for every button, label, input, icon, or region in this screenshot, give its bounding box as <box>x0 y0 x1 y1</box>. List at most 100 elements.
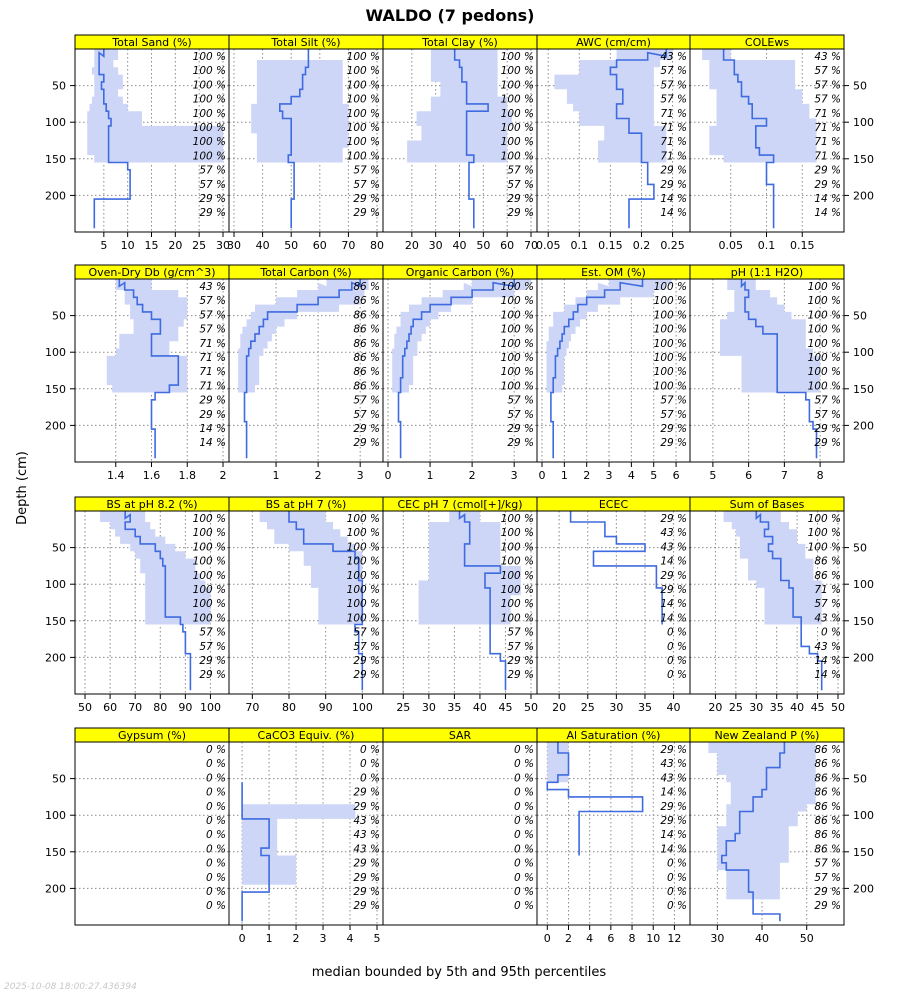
contributing-fraction-label: 14 % <box>660 829 687 841</box>
contributing-fraction-label: 100 % <box>193 136 226 148</box>
contributing-fraction-label: 100 % <box>347 94 380 106</box>
contributing-fraction-label: 100 % <box>193 79 226 91</box>
contributing-fraction-label: 43 % <box>814 612 841 624</box>
contributing-fraction-label: 29 % <box>814 179 841 191</box>
x-tick-label: 0.1 <box>571 239 589 252</box>
contributing-fraction-label: 0 % <box>206 858 226 870</box>
panel-title: Gypsum (%) <box>118 729 186 742</box>
x-tick-label: 45 <box>811 701 825 714</box>
contributing-fraction-label: 86 % <box>814 829 841 841</box>
contributing-fraction-label: 100 % <box>501 122 534 134</box>
contributing-fraction-label: 100 % <box>193 65 226 77</box>
contributing-fraction-label: 29 % <box>199 409 226 421</box>
y-tick-label: 50 <box>853 80 867 93</box>
contributing-fraction-label: 100 % <box>501 94 534 106</box>
contributing-fraction-label: 29 % <box>507 669 534 681</box>
contributing-fraction-label: 100 % <box>808 281 841 293</box>
contributing-fraction-label: 57 % <box>353 627 380 639</box>
contributing-fraction-label: 0 % <box>514 744 534 756</box>
contributing-fraction-label: 57 % <box>507 409 534 421</box>
percentile-band <box>702 49 817 163</box>
x-tick-label: 5 <box>100 239 107 252</box>
x-tick-label: 3 <box>320 932 327 945</box>
contributing-fraction-label: 57 % <box>353 409 380 421</box>
panel: Gypsum (%) 0 % 0 % 0 % 0 % 0 % 0 % 0 % 0 % 0 % 0 %… <box>45 727 230 926</box>
x-tick-label: 0 <box>544 932 551 945</box>
contributing-fraction-label: 71 % <box>814 150 841 162</box>
percentile-band <box>723 511 822 625</box>
x-tick-label: 40 <box>755 932 769 945</box>
contributing-fraction-label: 100 % <box>347 65 380 77</box>
contributing-fraction-label: 0 % <box>667 886 687 898</box>
chart-title: WALDO (7 pedons) <box>366 6 535 25</box>
contributing-fraction-label: 100 % <box>808 352 841 364</box>
contributing-fraction-label: 100 % <box>654 352 687 364</box>
y-tick-label: 200 <box>45 882 66 895</box>
x-tick-label: 8 <box>629 932 636 945</box>
contributing-fraction-label: 43 % <box>199 281 226 293</box>
contributing-fraction-label: 0 % <box>514 858 534 870</box>
contributing-fraction-label: 14 % <box>199 423 226 435</box>
contributing-fraction-label: 57 % <box>353 179 380 191</box>
x-tick-label: 25 <box>396 701 410 714</box>
panel: Total Clay (%)100 %100 %100 %100 %100 %1… <box>382 34 538 252</box>
contributing-fraction-label: 100 % <box>347 51 380 63</box>
contributing-fraction-label: 29 % <box>353 872 380 884</box>
contributing-fraction-label: 86 % <box>814 815 841 827</box>
contributing-fraction-label: 86 % <box>353 295 380 307</box>
contributing-fraction-label: 100 % <box>193 612 226 624</box>
contributing-fraction-label: 100 % <box>193 570 226 582</box>
panel: Total Silt (%) 100 % 100 % 100 % 100 % 100 % 1… <box>227 34 384 252</box>
y-tick-label: 150 <box>853 615 874 628</box>
contributing-fraction-label: 0 % <box>360 758 380 770</box>
x-tick-label: 0.25 <box>660 239 685 252</box>
contributing-fraction-label: 100 % <box>347 122 380 134</box>
contributing-fraction-label: 57 % <box>660 65 687 77</box>
median-line <box>721 742 786 922</box>
x-tick-label: 5 <box>709 469 716 482</box>
contributing-fraction-label: 100 % <box>501 309 534 321</box>
x-tick-label: 50 <box>476 239 490 252</box>
x-tick-label: 20 <box>405 239 419 252</box>
contributing-fraction-label: 100 % <box>654 380 687 392</box>
contributing-fraction-label: 29 % <box>353 423 380 435</box>
median-line <box>550 279 644 459</box>
contributing-fraction-label: 100 % <box>501 51 534 63</box>
contributing-fraction-label: 100 % <box>193 527 226 539</box>
contributing-fraction-label: 57 % <box>353 641 380 653</box>
x-tick-label: 10 <box>121 239 135 252</box>
panel-title: Total Silt (%) <box>270 36 340 49</box>
contributing-fraction-label: 29 % <box>660 437 687 449</box>
contributing-fraction-label: 29 % <box>660 815 687 827</box>
x-tick-label: 6 <box>745 469 752 482</box>
contributing-fraction-label: 29 % <box>353 437 380 449</box>
x-tick-label: 35 <box>447 701 461 714</box>
contributing-fraction-label: 57 % <box>507 627 534 639</box>
x-tick-label: 0 <box>539 469 546 482</box>
x-tick-label: 8 <box>817 469 824 482</box>
x-tick-label: 2 <box>583 469 590 482</box>
contributing-fraction-label: 57 % <box>814 395 841 407</box>
contributing-fraction-label: 100 % <box>501 556 534 568</box>
panel-title: AWC (cm/cm) <box>576 36 651 49</box>
panel: BS at pH 8.2 (%) 100 % 100 % 100 % 100 % 100 … <box>45 496 230 714</box>
contributing-fraction-label: 14 % <box>199 437 226 449</box>
panel-title: Al Saturation (%) <box>567 729 661 742</box>
contributing-fraction-label: 29 % <box>199 193 226 205</box>
contributing-fraction-label: 71 % <box>199 366 226 378</box>
contributing-fraction-label: 86 % <box>814 758 841 770</box>
x-tick-label: 3 <box>357 469 364 482</box>
contributing-fraction-label: 0 % <box>206 801 226 813</box>
contributing-fraction-label: 100 % <box>808 324 841 336</box>
contributing-fraction-label: 100 % <box>501 281 534 293</box>
contributing-fraction-label: 29 % <box>507 207 534 219</box>
y-tick-label: 200 <box>853 882 874 895</box>
contributing-fraction-label: 71 % <box>814 122 841 134</box>
percentile-band <box>418 511 521 625</box>
contributing-fraction-label: 57 % <box>199 295 226 307</box>
x-tick-label: 3 <box>606 469 613 482</box>
contributing-fraction-label: 57 % <box>814 94 841 106</box>
panel-title: Sum of Bases <box>730 498 805 511</box>
contributing-fraction-label: 100 % <box>808 513 841 525</box>
x-tick-label: 0.05 <box>719 239 744 252</box>
